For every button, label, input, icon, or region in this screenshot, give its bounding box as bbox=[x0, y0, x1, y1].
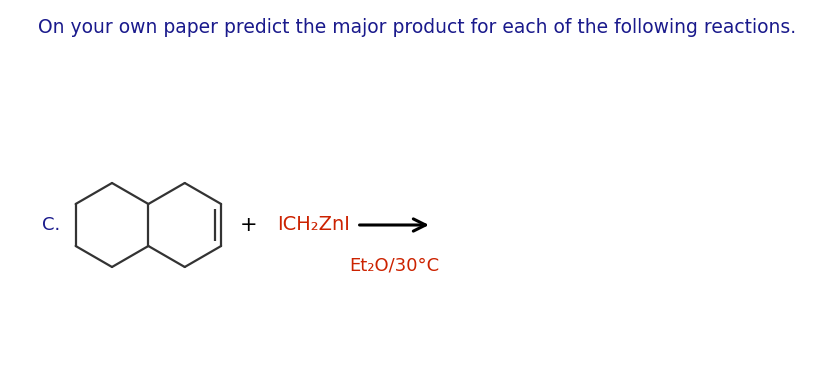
Text: +: + bbox=[240, 215, 258, 235]
Text: ICH₂ZnI: ICH₂ZnI bbox=[277, 215, 349, 234]
Text: C.: C. bbox=[42, 216, 60, 234]
Text: Et₂O/30°C: Et₂O/30°C bbox=[349, 257, 440, 275]
Text: On your own paper predict the major product for each of the following reactions.: On your own paper predict the major prod… bbox=[38, 18, 796, 37]
